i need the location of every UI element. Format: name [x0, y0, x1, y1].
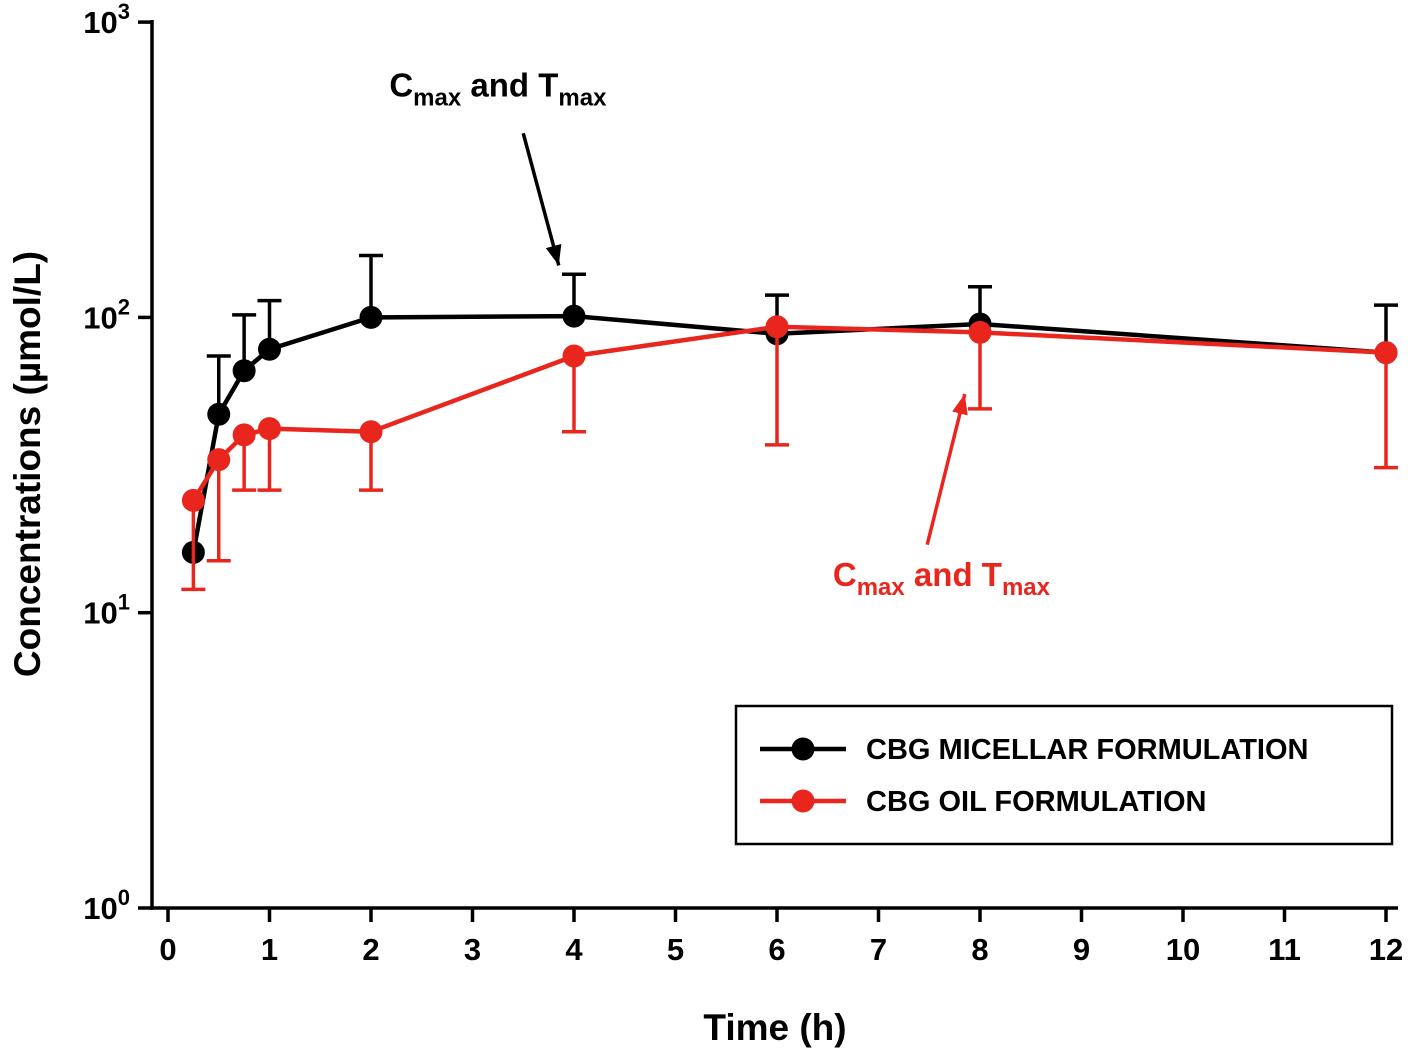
x-tick-label: 8 [971, 932, 988, 967]
legend-marker-icon [791, 789, 815, 813]
data-point-marker [232, 423, 256, 447]
data-point-marker [968, 320, 992, 344]
series-micellar [181, 253, 1398, 564]
arrowhead-icon [545, 244, 562, 266]
x-tick-label: 1 [261, 932, 278, 967]
data-point-marker [1374, 341, 1398, 365]
data-point-marker [562, 344, 586, 368]
annotation-text: Cmax and Tmax [833, 556, 1051, 601]
annotation-text: Cmax and Tmax [389, 66, 607, 111]
data-point-marker [232, 359, 256, 383]
data-point-marker [765, 315, 789, 339]
data-point-marker [258, 337, 281, 361]
data-point-marker [181, 488, 205, 512]
x-tick-label: 9 [1073, 932, 1090, 967]
x-tick-label: 5 [667, 932, 684, 967]
x-tick-label: 2 [362, 932, 379, 967]
data-point-marker [359, 305, 383, 329]
annotation-arrow-line [925, 393, 967, 546]
y-tick-label: 100 [83, 885, 130, 926]
arrowhead-icon [952, 394, 968, 416]
x-tick-label: 0 [159, 932, 176, 967]
y-tick-label: 102 [83, 294, 130, 335]
y-tick-label: 103 [83, 0, 130, 40]
data-point-marker [207, 448, 231, 472]
y-axis-title: Concentrations (µmol/L) [7, 251, 48, 677]
legend-label: CBG MICELLAR FORMULATION [866, 734, 1308, 766]
y-tick-label: 101 [83, 590, 130, 631]
data-point-marker [359, 420, 383, 444]
legend-marker-icon [791, 737, 815, 761]
x-axis-title: Time (h) [703, 1007, 846, 1048]
legend-label: CBG OIL FORMULATION [866, 786, 1206, 818]
annotation-arrow-line [521, 132, 561, 266]
annotation-cmax-tmax-oil: Cmax and Tmax [833, 393, 1051, 601]
annotation-cmax-tmax-micellar: Cmax and Tmax [389, 66, 607, 266]
x-tick-label: 6 [768, 932, 785, 967]
data-point-marker [207, 402, 231, 426]
x-tick-label: 11 [1268, 932, 1301, 967]
legend-box [734, 704, 1394, 846]
x-tick-label: 4 [565, 932, 583, 967]
data-point-marker [258, 417, 281, 441]
x-tick-label: 3 [464, 932, 481, 967]
x-tick-label: 7 [870, 932, 887, 967]
x-tick-label: 10 [1166, 932, 1200, 967]
data-point-marker [562, 304, 586, 328]
x-tick-label: 12 [1369, 932, 1403, 967]
series-oil [181, 315, 1398, 592]
legend: CBG MICELLAR FORMULATION CBG OIL FORMULAT… [734, 704, 1394, 846]
